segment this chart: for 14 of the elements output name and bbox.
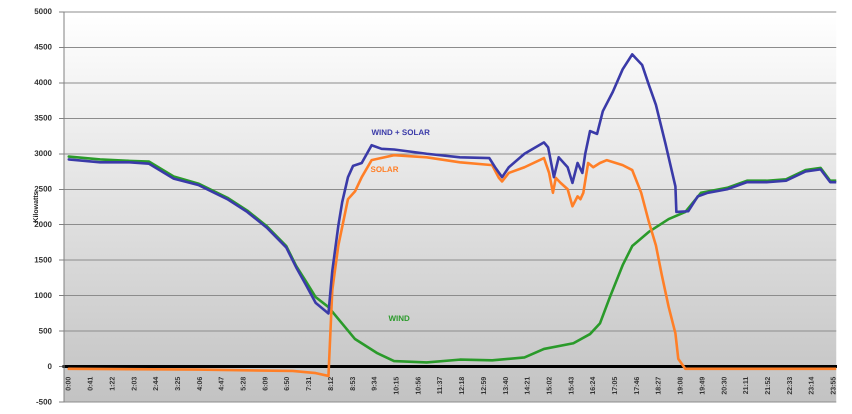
series-label: SOLAR: [370, 165, 399, 174]
series-label: WIND + SOLAR: [371, 128, 430, 138]
text: WIND: [388, 314, 410, 324]
y-tick-label: 3500: [34, 113, 53, 122]
y-tick-label: -500: [36, 397, 53, 406]
y-tick-label: 2500: [34, 184, 53, 194]
y-tick-label: 5000: [34, 7, 53, 16]
y-tick-label: 4500: [34, 42, 53, 52]
y-tick-label: 4000: [34, 78, 53, 87]
y-tick-label: 1500: [34, 255, 53, 264]
y-tick-label: 1000: [34, 290, 53, 300]
y-tick-label: 3000: [34, 148, 53, 158]
y-tick-label: 0: [48, 362, 53, 371]
y-tick-label: 500: [38, 326, 53, 336]
